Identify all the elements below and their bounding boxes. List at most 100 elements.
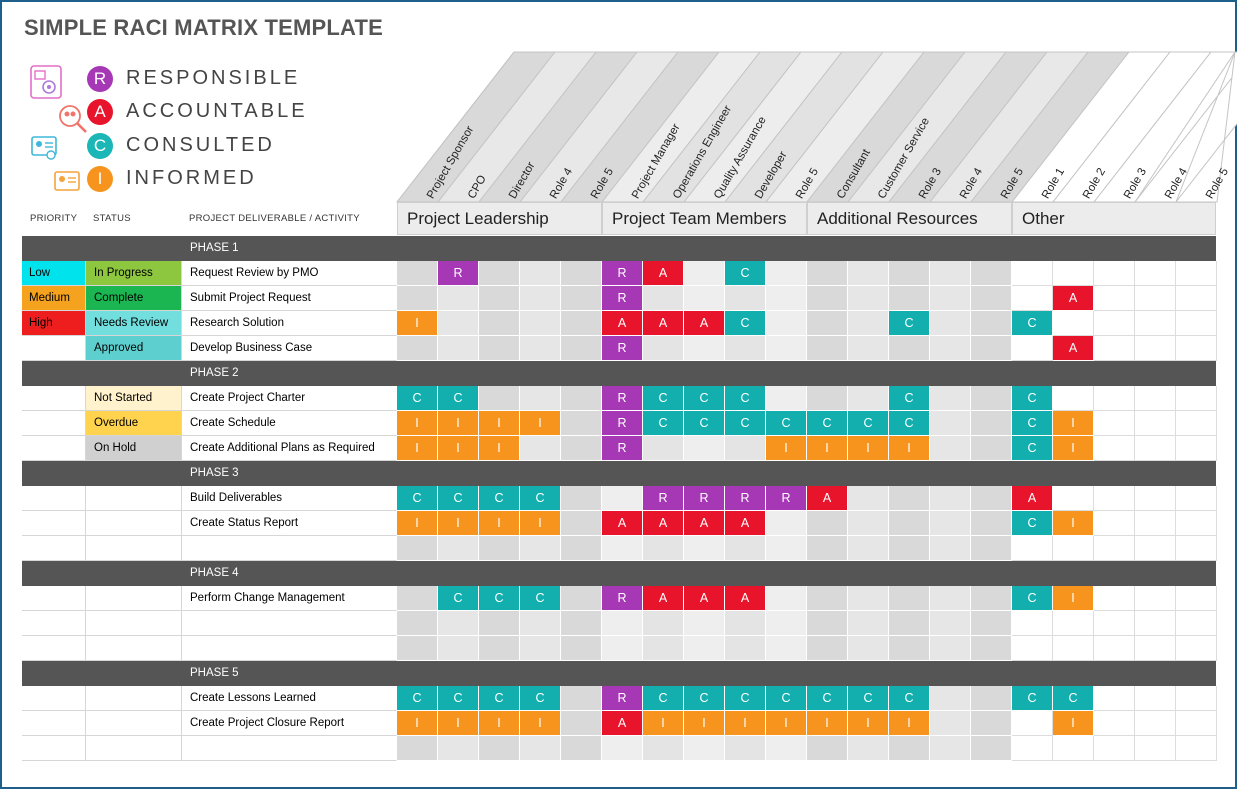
raci-cell[interactable] [684,336,725,361]
raci-cell[interactable] [725,286,766,311]
raci-cell[interactable]: C [889,411,930,436]
raci-cell[interactable] [807,261,848,286]
priority-cell[interactable] [22,386,86,411]
raci-cell[interactable]: A [1053,286,1094,311]
raci-cell[interactable]: I [889,711,930,736]
raci-cell[interactable]: C [520,686,561,711]
raci-cell[interactable]: I [520,411,561,436]
status-cell[interactable]: Approved [86,336,182,361]
raci-cell[interactable] [1176,336,1217,361]
raci-cell[interactable]: I [766,436,807,461]
raci-cell[interactable]: R [725,486,766,511]
raci-cell[interactable] [397,336,438,361]
raci-cell[interactable]: I [397,411,438,436]
raci-cell[interactable]: C [1053,686,1094,711]
raci-cell[interactable] [889,286,930,311]
raci-cell[interactable]: I [479,436,520,461]
raci-cell[interactable] [930,736,971,761]
raci-cell[interactable]: C [725,386,766,411]
raci-cell[interactable] [1135,436,1176,461]
raci-cell[interactable] [397,286,438,311]
raci-cell[interactable]: C [397,486,438,511]
raci-cell[interactable] [561,736,602,761]
raci-cell[interactable]: C [807,411,848,436]
raci-cell[interactable] [848,611,889,636]
raci-cell[interactable] [602,536,643,561]
raci-cell[interactable] [1135,286,1176,311]
raci-cell[interactable] [684,636,725,661]
raci-cell[interactable] [1176,286,1217,311]
raci-cell[interactable] [520,436,561,461]
raci-cell[interactable] [725,336,766,361]
raci-cell[interactable] [1135,536,1176,561]
raci-cell[interactable]: R [602,686,643,711]
raci-cell[interactable]: C [684,411,725,436]
raci-cell[interactable]: A [643,586,684,611]
raci-cell[interactable]: A [602,711,643,736]
raci-cell[interactable] [684,736,725,761]
raci-cell[interactable] [848,511,889,536]
raci-cell[interactable] [1053,636,1094,661]
raci-cell[interactable] [807,536,848,561]
raci-cell[interactable]: I [520,711,561,736]
raci-cell[interactable] [602,636,643,661]
raci-cell[interactable] [725,636,766,661]
status-cell[interactable] [86,536,182,561]
raci-cell[interactable] [643,436,684,461]
status-cell[interactable] [86,636,182,661]
raci-cell[interactable] [1053,311,1094,336]
raci-cell[interactable] [438,536,479,561]
status-cell[interactable]: Needs Review [86,311,182,336]
raci-cell[interactable]: A [684,311,725,336]
raci-cell[interactable] [479,636,520,661]
raci-cell[interactable]: A [1053,336,1094,361]
raci-cell[interactable] [889,486,930,511]
raci-cell[interactable] [520,386,561,411]
raci-cell[interactable]: I [889,436,930,461]
raci-cell[interactable] [807,636,848,661]
raci-cell[interactable] [438,611,479,636]
raci-cell[interactable] [397,636,438,661]
raci-cell[interactable] [971,436,1012,461]
raci-cell[interactable] [1094,511,1135,536]
deliverable-cell[interactable]: Create Project Charter [182,386,397,411]
raci-cell[interactable] [1012,286,1053,311]
raci-cell[interactable]: A [643,261,684,286]
raci-cell[interactable] [561,311,602,336]
raci-cell[interactable]: C [1012,411,1053,436]
raci-cell[interactable] [1176,536,1217,561]
raci-cell[interactable] [848,736,889,761]
raci-cell[interactable] [889,586,930,611]
raci-cell[interactable] [520,611,561,636]
raci-cell[interactable] [848,536,889,561]
deliverable-cell[interactable]: Create Additional Plans as Required [182,436,397,461]
raci-cell[interactable] [561,386,602,411]
raci-cell[interactable] [397,611,438,636]
raci-cell[interactable]: C [643,686,684,711]
raci-cell[interactable] [1176,711,1217,736]
raci-cell[interactable] [1135,261,1176,286]
raci-cell[interactable]: I [807,711,848,736]
raci-cell[interactable] [643,736,684,761]
raci-cell[interactable] [848,386,889,411]
raci-cell[interactable] [1176,311,1217,336]
raci-cell[interactable] [479,536,520,561]
raci-cell[interactable] [766,336,807,361]
priority-cell[interactable]: Medium [22,286,86,311]
raci-cell[interactable]: I [479,511,520,536]
raci-cell[interactable] [643,536,684,561]
raci-cell[interactable]: I [479,711,520,736]
raci-cell[interactable] [725,536,766,561]
raci-cell[interactable] [1012,736,1053,761]
priority-cell[interactable] [22,611,86,636]
raci-cell[interactable]: I [643,711,684,736]
raci-cell[interactable] [1012,261,1053,286]
raci-cell[interactable]: R [643,486,684,511]
raci-cell[interactable] [1135,311,1176,336]
raci-cell[interactable] [807,286,848,311]
status-cell[interactable]: In Progress [86,261,182,286]
deliverable-cell[interactable]: Build Deliverables [182,486,397,511]
raci-cell[interactable]: C [725,411,766,436]
raci-cell[interactable]: C [438,586,479,611]
raci-cell[interactable] [1176,686,1217,711]
